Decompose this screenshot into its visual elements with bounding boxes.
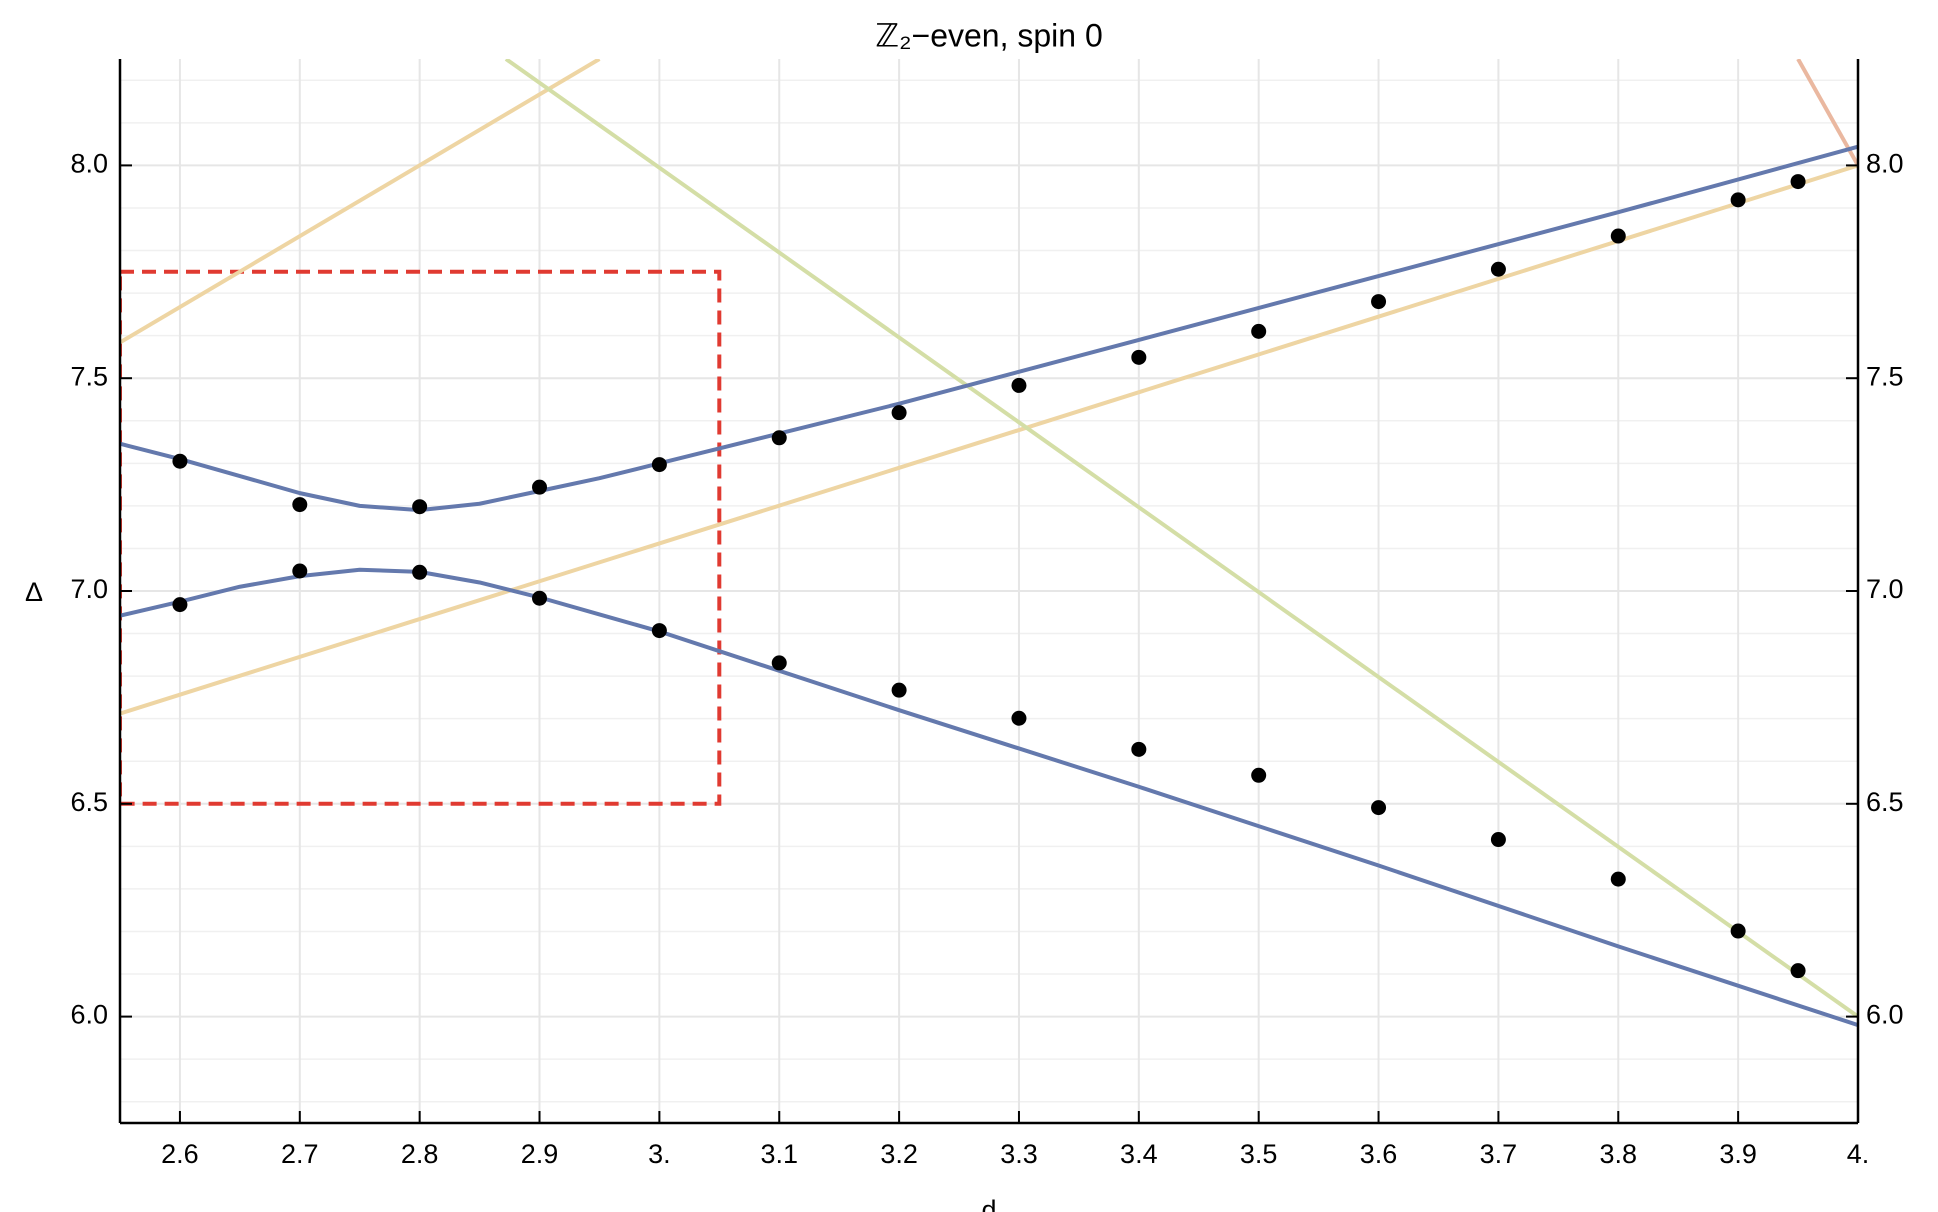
chart-title: ℤ₂−even, spin 0 xyxy=(875,17,1103,53)
curve xyxy=(120,59,601,345)
y2-tick-label: 7.5 xyxy=(1866,361,1904,391)
data-point xyxy=(1011,377,1027,393)
data-point xyxy=(891,405,907,421)
x-tick-label: 2.8 xyxy=(401,1139,439,1169)
x-tick-label: 2.7 xyxy=(281,1139,319,1169)
data-point xyxy=(1251,323,1267,339)
x-tick-label: 3.1 xyxy=(760,1139,798,1169)
axes: 6.0 6.0 6.5 6.5 7.0 7.0 7.5 7.5 8.0 8.0 2.6 2.7 2.8 2… xyxy=(70,59,1904,1169)
data-point xyxy=(1730,923,1746,939)
x-tick-label: 3.4 xyxy=(1120,1139,1158,1169)
x-tick-label: 3.5 xyxy=(1240,1139,1278,1169)
curve xyxy=(120,567,1858,1028)
data-point xyxy=(1131,349,1147,365)
x-tick-label: 2.6 xyxy=(161,1139,199,1169)
x-tick-label: 2.9 xyxy=(521,1139,559,1169)
y2-tick-label: 7.0 xyxy=(1866,574,1904,604)
data-point xyxy=(771,430,787,446)
data-point xyxy=(1490,832,1506,848)
data-point xyxy=(1490,261,1506,277)
y2-tick-label: 8.0 xyxy=(1866,149,1904,179)
y-tick-label: 8.0 xyxy=(70,149,108,179)
x-tick-label: 3.8 xyxy=(1600,1139,1638,1169)
data-point xyxy=(1251,767,1267,783)
data-point xyxy=(532,590,548,606)
y-tick-label: 7.5 xyxy=(70,361,108,391)
data-point xyxy=(891,682,907,698)
data-point xyxy=(651,457,667,473)
data-point xyxy=(1790,174,1806,190)
data-point xyxy=(1610,871,1626,887)
data-point xyxy=(1371,294,1387,310)
x-tick-label: 3.3 xyxy=(1000,1139,1038,1169)
data-point xyxy=(292,563,308,579)
data-point xyxy=(412,499,428,515)
data-point xyxy=(1730,192,1746,208)
data-point xyxy=(1610,228,1626,244)
x-tick-label: 4. xyxy=(1847,1139,1870,1169)
y-axis-label: Δ xyxy=(25,577,43,607)
data-point xyxy=(1371,800,1387,816)
x-tick-label: 3. xyxy=(648,1139,671,1169)
data-point xyxy=(532,479,548,495)
y-tick-label: 7.0 xyxy=(70,574,108,604)
data-point xyxy=(1790,963,1806,979)
data-point xyxy=(412,564,428,580)
curve xyxy=(504,59,1858,1019)
data-point xyxy=(172,453,188,469)
data-point xyxy=(1011,710,1027,726)
curve xyxy=(120,144,1858,513)
x-tick-label: 3.6 xyxy=(1360,1139,1398,1169)
data-point xyxy=(771,655,787,671)
y2-tick-label: 6.5 xyxy=(1866,787,1904,817)
curve xyxy=(120,163,1858,716)
data-point xyxy=(292,497,308,513)
y2-tick-label: 6.0 xyxy=(1866,1000,1904,1030)
data-point xyxy=(172,597,188,613)
x-axis-label: d xyxy=(981,1195,996,1212)
x-tick-label: 3.2 xyxy=(880,1139,918,1169)
y-tick-label: 6.5 xyxy=(70,787,108,817)
x-tick-label: 3.9 xyxy=(1719,1139,1757,1169)
y-tick-label: 6.0 xyxy=(70,1000,108,1030)
highlight-box xyxy=(120,269,722,806)
data-point xyxy=(651,623,667,639)
data-point xyxy=(1131,741,1147,757)
x-tick-label: 3.7 xyxy=(1480,1139,1518,1169)
plot-area xyxy=(120,59,1858,1028)
